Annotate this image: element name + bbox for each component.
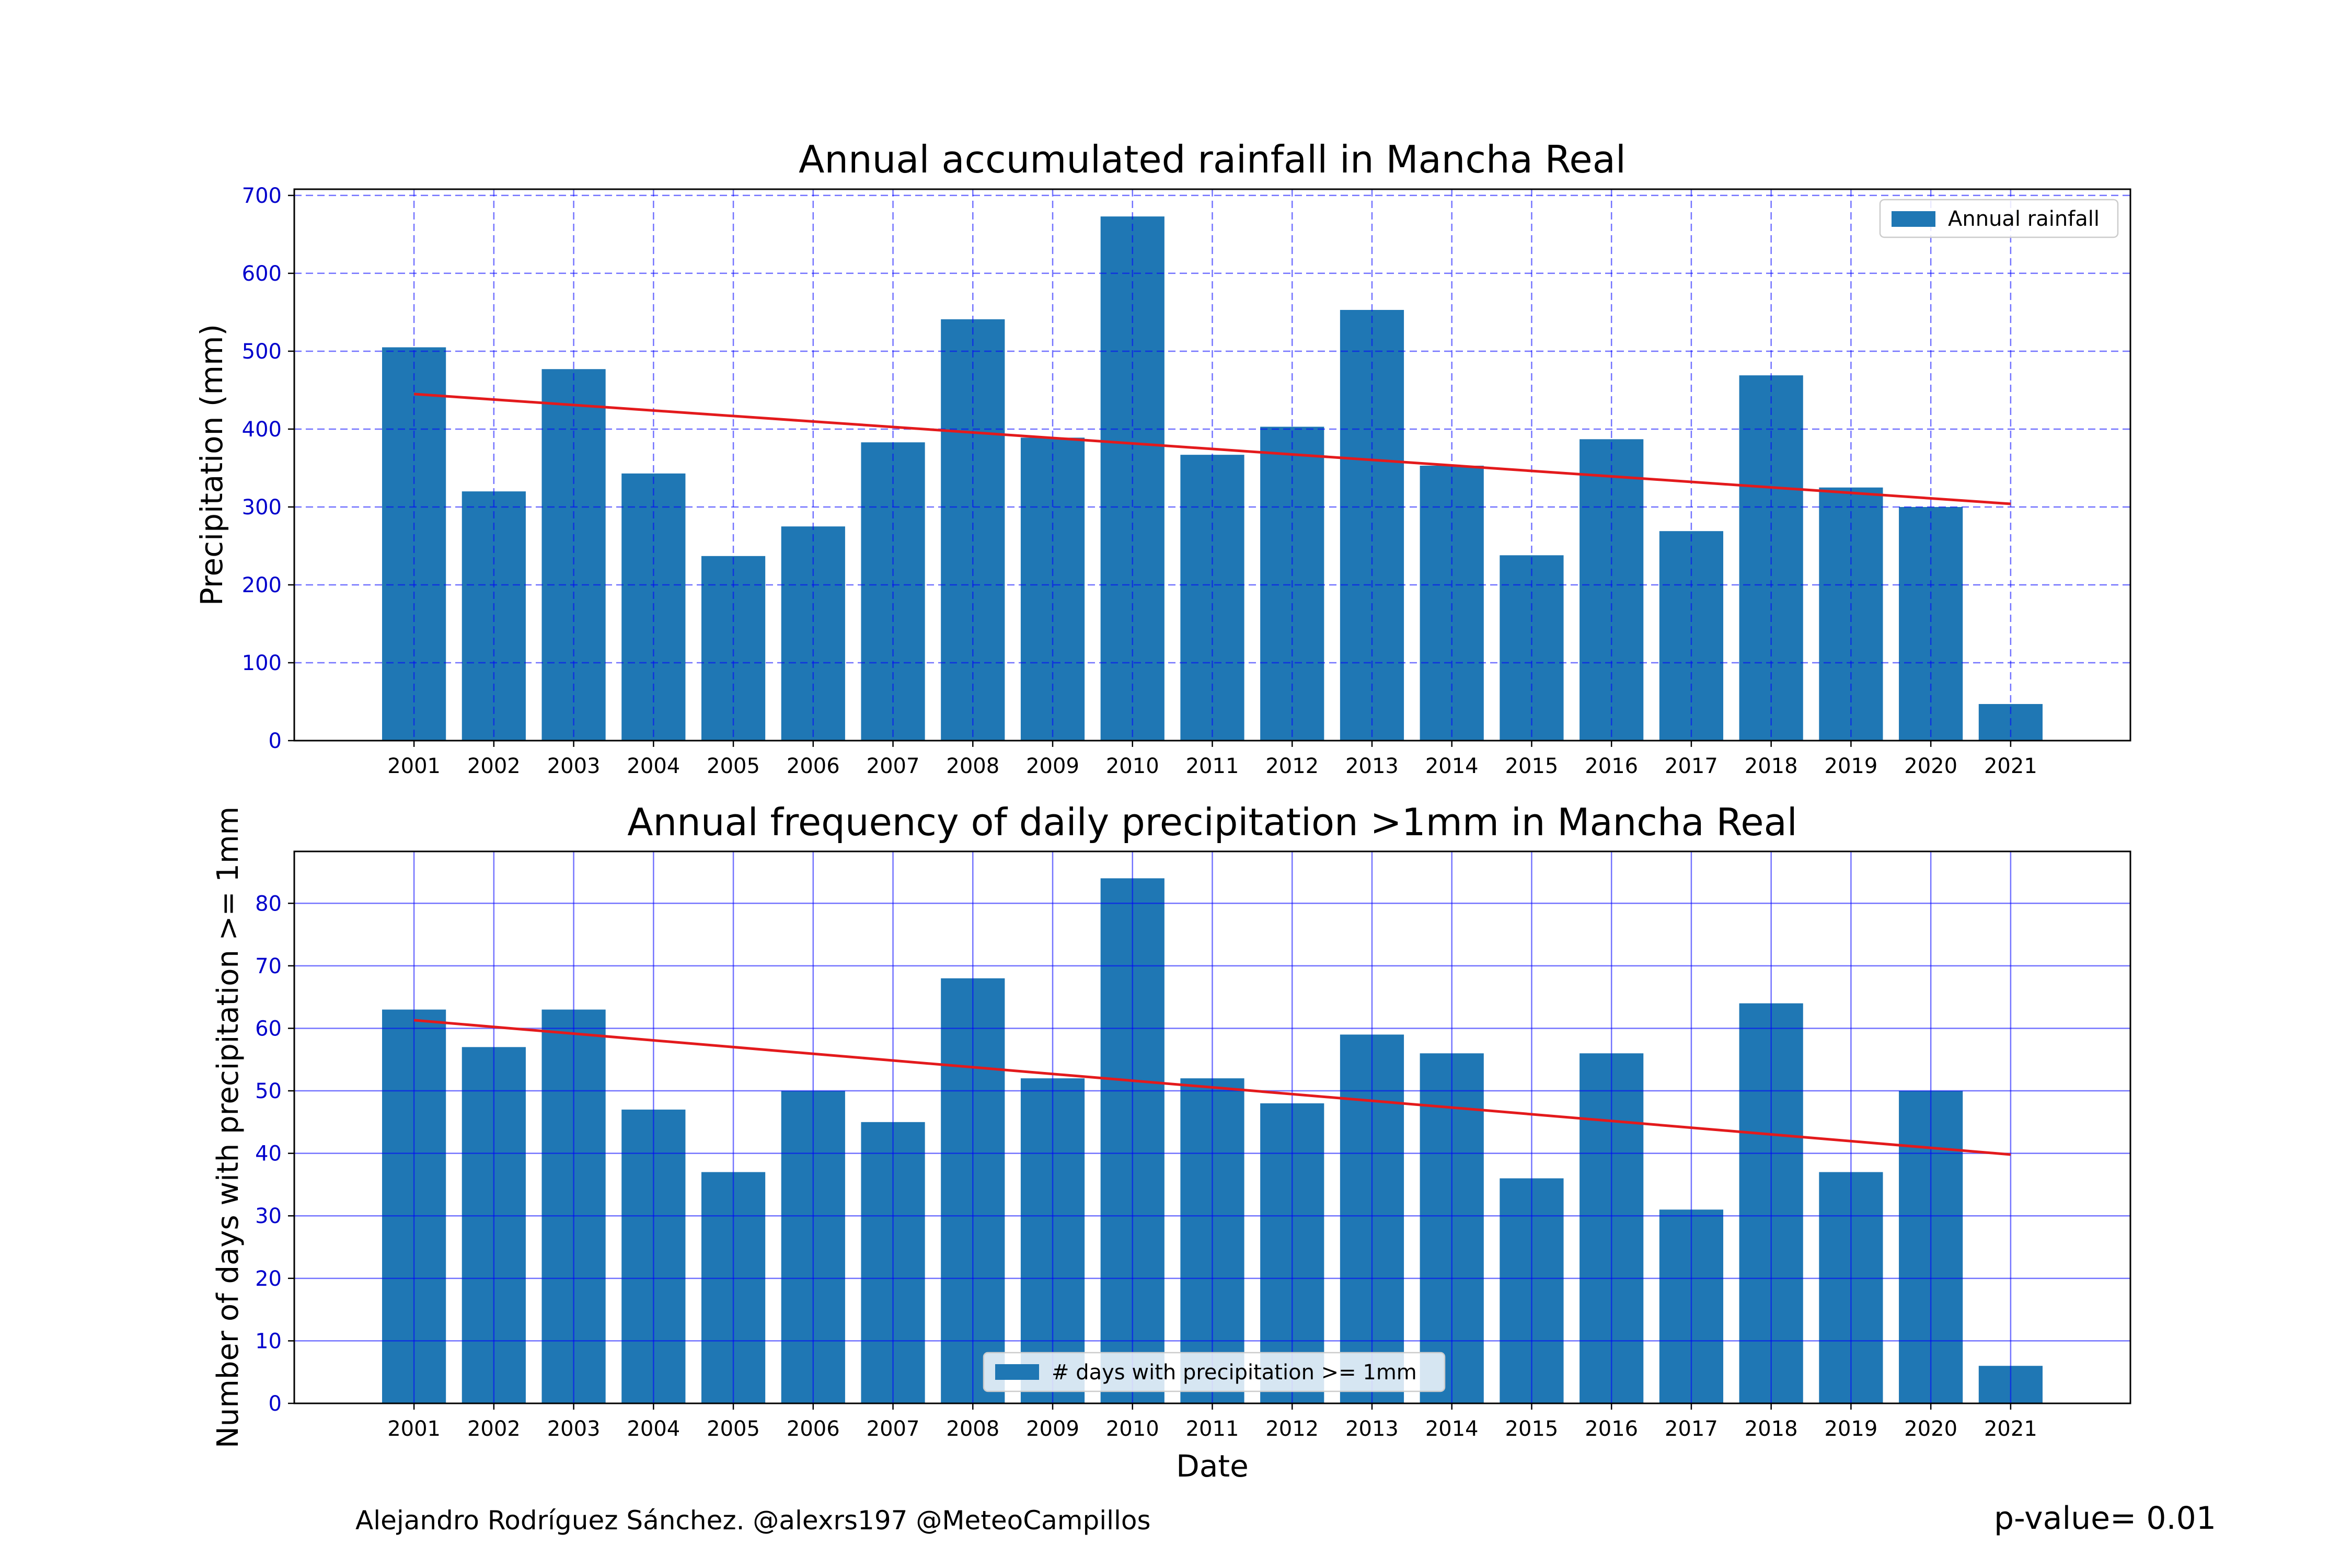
y-tick-label: 100 — [242, 651, 282, 675]
y-tick-label: 300 — [242, 495, 282, 520]
chart-title: Annual frequency of daily precipitation … — [627, 800, 1797, 844]
legend: Annual rainfall — [1879, 199, 2119, 238]
y-axis-label: Number of days with precipitation >= 1mm — [211, 806, 245, 1448]
x-tick-label: 2007 — [867, 1417, 920, 1441]
x-axis-label: Date — [1176, 1448, 1249, 1484]
y-tick-label: 60 — [255, 1017, 282, 1041]
y-tick-label: 600 — [242, 262, 282, 286]
x-tick-label: 2005 — [707, 754, 760, 778]
x-tick-label: 2008 — [946, 1417, 999, 1441]
x-tick-label: 2021 — [1984, 754, 2037, 778]
x-tick-label: 2017 — [1665, 754, 1718, 778]
legend-swatch — [1892, 211, 1935, 227]
legend-swatch — [995, 1364, 1039, 1380]
x-tick-label: 2019 — [1825, 1417, 1878, 1441]
x-tick-label: 2012 — [1265, 1417, 1319, 1441]
x-tick-label: 2016 — [1585, 754, 1638, 778]
x-tick-label: 2003 — [547, 754, 601, 778]
legend-label: Annual rainfall — [1948, 207, 2100, 231]
x-tick-label: 2004 — [627, 754, 680, 778]
x-tick-label: 2017 — [1665, 1417, 1718, 1441]
x-tick-label: 2001 — [387, 754, 441, 778]
x-tick-label: 2013 — [1345, 754, 1399, 778]
author-credit: Alejandro Rodríguez Sánchez. @alexrs197 … — [355, 1505, 1151, 1536]
x-tick-label: 2015 — [1505, 1417, 1559, 1441]
x-tick-label: 2011 — [1186, 1417, 1239, 1441]
y-tick-label: 20 — [255, 1267, 282, 1291]
y-tick-label: 50 — [255, 1079, 282, 1103]
x-tick-label: 2002 — [467, 754, 521, 778]
y-tick-label: 700 — [242, 184, 282, 208]
x-tick-label: 2013 — [1345, 1417, 1399, 1441]
y-tick-label: 40 — [255, 1142, 282, 1166]
y-tick-label: 0 — [269, 729, 282, 753]
x-tick-label: 2005 — [707, 1417, 760, 1441]
x-tick-label: 2018 — [1745, 754, 1798, 778]
y-tick-label: 30 — [255, 1204, 282, 1228]
y-tick-label: 500 — [242, 340, 282, 364]
y-tick-label: 10 — [255, 1329, 282, 1353]
x-tick-label: 2006 — [787, 754, 840, 778]
y-tick-label: 80 — [255, 892, 282, 916]
x-tick-label: 2011 — [1186, 754, 1239, 778]
x-tick-label: 2021 — [1984, 1417, 2037, 1441]
x-tick-label: 2002 — [467, 1417, 521, 1441]
x-tick-label: 2009 — [1026, 754, 1079, 778]
y-tick-label: 400 — [242, 418, 282, 442]
p-value-label: p-value= 0.01 — [1994, 1500, 2216, 1537]
bar-2020 — [1899, 506, 1963, 741]
x-tick-label: 2010 — [1106, 754, 1159, 778]
legend: # days with precipitation >= 1mm — [983, 1352, 1446, 1392]
bar-2017 — [1659, 531, 1724, 741]
y-tick-label: 70 — [255, 954, 282, 978]
x-tick-label: 2020 — [1904, 1417, 1957, 1441]
legend-label: # days with precipitation >= 1mm — [1052, 1361, 1417, 1385]
trend-line — [413, 1019, 2011, 1156]
x-tick-label: 2020 — [1904, 754, 1957, 778]
y-tick-label: 200 — [242, 573, 282, 597]
x-tick-label: 2015 — [1505, 754, 1559, 778]
x-tick-label: 2003 — [547, 1417, 601, 1441]
y-axis-label: Precipitation (mm) — [194, 324, 229, 606]
x-tick-label: 2006 — [787, 1417, 840, 1441]
x-tick-label: 2019 — [1825, 754, 1878, 778]
chart-title: Annual accumulated rainfall in Mancha Re… — [799, 137, 1626, 181]
x-tick-label: 2004 — [627, 1417, 680, 1441]
x-tick-label: 2016 — [1585, 1417, 1638, 1441]
x-tick-label: 2012 — [1265, 754, 1319, 778]
chart-panel-1: Annual accumulated rainfall in Mancha Re… — [194, 137, 2131, 778]
x-tick-label: 2009 — [1026, 1417, 1079, 1441]
x-tick-label: 2014 — [1425, 1417, 1479, 1441]
x-tick-label: 2018 — [1745, 1417, 1798, 1441]
x-tick-label: 2014 — [1425, 754, 1479, 778]
legend-box — [1879, 199, 2119, 238]
bar-2001 — [382, 347, 446, 741]
x-tick-label: 2007 — [867, 754, 920, 778]
x-tick-label: 2008 — [946, 754, 999, 778]
legend-box — [983, 1352, 1446, 1392]
trend-line — [413, 393, 2011, 505]
x-tick-label: 2001 — [387, 1417, 441, 1441]
x-tick-label: 2010 — [1106, 1417, 1159, 1441]
y-tick-label: 0 — [269, 1392, 282, 1416]
chart-panel-2: Annual frequency of daily precipitation … — [211, 800, 2131, 1484]
